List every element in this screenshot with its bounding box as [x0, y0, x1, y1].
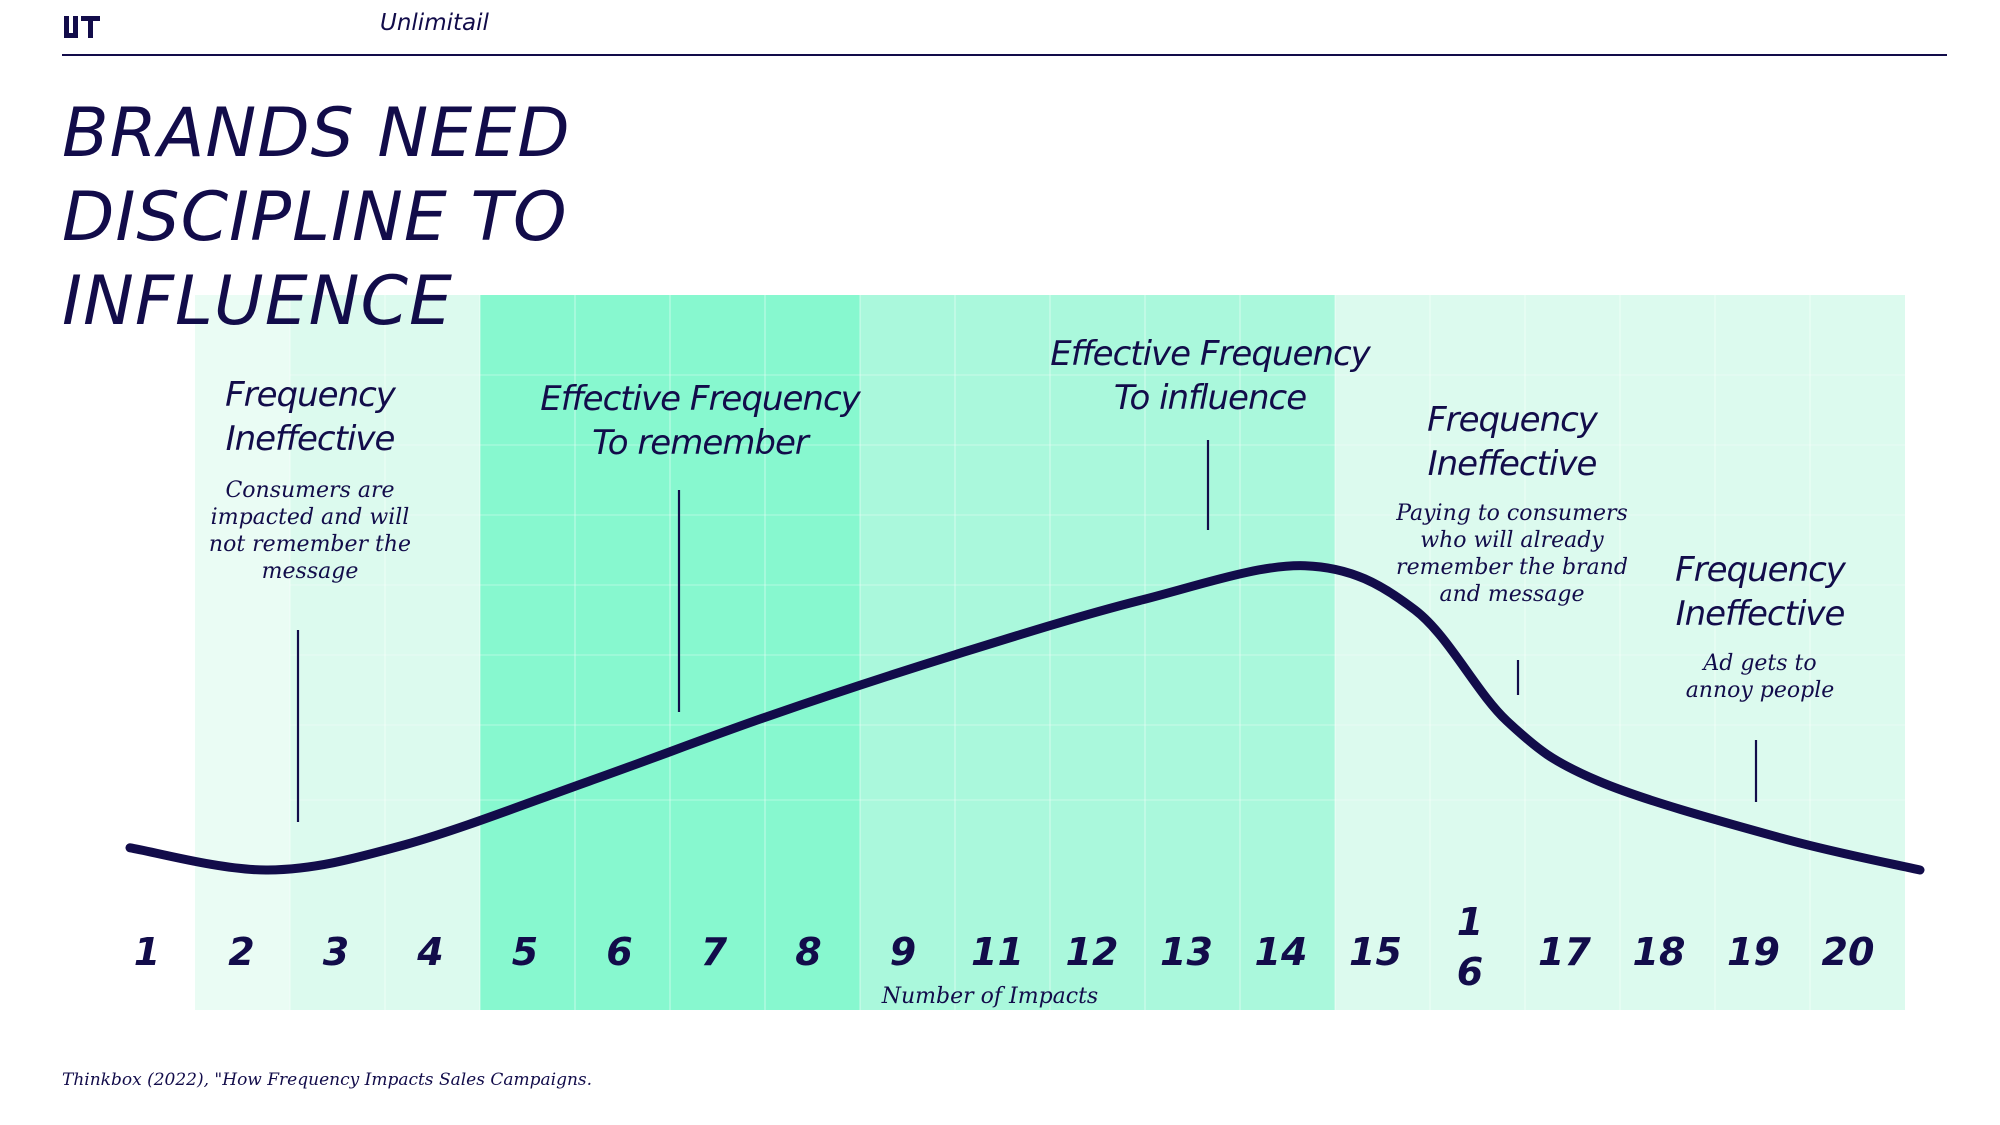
title-line-1: BRANDS NEED	[62, 94, 571, 173]
x-tick-label: 11	[971, 930, 1024, 974]
frequency-curve	[125, 561, 1925, 875]
x-tick-label: 17	[1538, 930, 1591, 974]
page-title: BRANDS NEED DISCIPLINE TO INFLUENCE	[62, 92, 762, 344]
zone-heading-line: Effective Frequency	[1050, 334, 1371, 374]
zone-heading: Effective Frequency To influence	[1030, 332, 1390, 420]
x-tick-label: 2	[228, 930, 254, 974]
zone-band	[1335, 295, 1525, 1010]
x-tick-label-part: 1	[1457, 900, 1483, 944]
zone-description-line: and message	[1439, 582, 1585, 607]
x-tick-label: 13	[1160, 930, 1213, 974]
zone-description-line: message	[261, 559, 359, 584]
x-tick-label: 6	[606, 930, 632, 974]
zone-band	[195, 295, 290, 1010]
x-tick-label: 5	[512, 930, 538, 974]
zone-description-line: impacted and will	[210, 505, 410, 530]
zone-description-line: not remember the	[208, 532, 412, 557]
x-tick-label: 1	[134, 930, 160, 974]
zone-description: Paying to consumers who will already remem…	[1372, 500, 1652, 608]
x-tick-label: 15	[1349, 930, 1402, 974]
zone-heading-line: To remember	[592, 423, 809, 463]
title-line-3: INFLUENCE	[62, 262, 453, 341]
zone-description: Ad gets to annoy people	[1640, 650, 1880, 704]
x-axis-label: Number of Impacts	[881, 984, 1098, 1009]
brand-name: Unlimitail	[380, 10, 489, 36]
zone-band	[290, 295, 480, 1010]
zone-description-line: Consumers are	[225, 478, 395, 503]
zone-description-line: Ad gets to	[1703, 651, 1817, 676]
grid-lines	[289, 295, 1905, 1010]
zone-heading-line: Effective Frequency	[540, 379, 861, 419]
x-tick-label: 14	[1255, 930, 1308, 974]
zone-band	[860, 295, 1240, 1010]
zone-frequency-ineffective-high: Frequency Ineffective Paying to consumers…	[1372, 398, 1652, 608]
x-tick-label: 20	[1822, 930, 1875, 974]
zone-effective-influence: Effective Frequency To influence	[1030, 332, 1390, 420]
x-tick-label: 18	[1633, 930, 1686, 974]
title-line-2: DISCIPLINE TO	[62, 178, 568, 257]
zone-bands	[195, 295, 1905, 1010]
zone-frequency-ineffective-annoy: Frequency Ineffective Ad gets to annoy peo…	[1640, 548, 1880, 704]
zone-heading: Frequency Ineffective	[1372, 398, 1652, 486]
header-divider	[62, 54, 1947, 56]
zone-heading: Effective Frequency To remember	[520, 377, 880, 465]
zone-band	[480, 295, 860, 1010]
zone-heading: Frequency Ineffective	[1640, 548, 1880, 636]
zone-effective-remember: Effective Frequency To remember	[520, 377, 880, 465]
zone-band	[1240, 295, 1335, 1010]
x-tick-labels: 1 2 3 4 5 6 7 8 9 11 12 13 14 151 6 17 18 19 20	[134, 900, 1875, 994]
zone-description-line: Paying to consumers	[1396, 501, 1628, 526]
x-tick-label: 3	[323, 930, 349, 974]
zone-heading-line: Ineffective	[1427, 444, 1598, 484]
zone-description-line: who will already	[1420, 528, 1604, 553]
zone-frequency-ineffective-low: Frequency Ineffective Consumers are impact…	[180, 373, 440, 585]
zone-description-line: annoy people	[1685, 678, 1835, 703]
zone-heading-line: Ineffective	[225, 419, 396, 459]
zone-description: Consumers are impacted and will not rememb…	[180, 477, 440, 585]
zone-heading: Frequency Ineffective	[180, 373, 440, 461]
zone-band	[1525, 295, 1905, 1010]
unlimitail-logo-icon	[64, 16, 100, 38]
zone-heading-line: Ineffective	[1675, 594, 1846, 634]
zone-heading-line: Frequency	[225, 375, 396, 415]
x-tick-label: 12	[1066, 930, 1119, 974]
x-tick-label: 4	[416, 930, 443, 974]
x-tick-label: 8	[795, 930, 821, 974]
source-citation: Thinkbox (2022), "How Frequency Impacts …	[62, 1070, 593, 1090]
zone-heading-line: To influence	[1113, 378, 1307, 418]
zone-heading-line: Frequency	[1675, 550, 1846, 590]
x-tick-label: 19	[1727, 930, 1780, 974]
zone-heading-line: Frequency	[1427, 400, 1598, 440]
x-tick-label: 9	[890, 930, 916, 974]
x-tick-label-part: 6	[1457, 950, 1483, 994]
zone-pointers	[296, 440, 1758, 822]
x-tick-label: 7	[701, 930, 728, 974]
zone-description-line: remember the brand	[1396, 555, 1628, 580]
